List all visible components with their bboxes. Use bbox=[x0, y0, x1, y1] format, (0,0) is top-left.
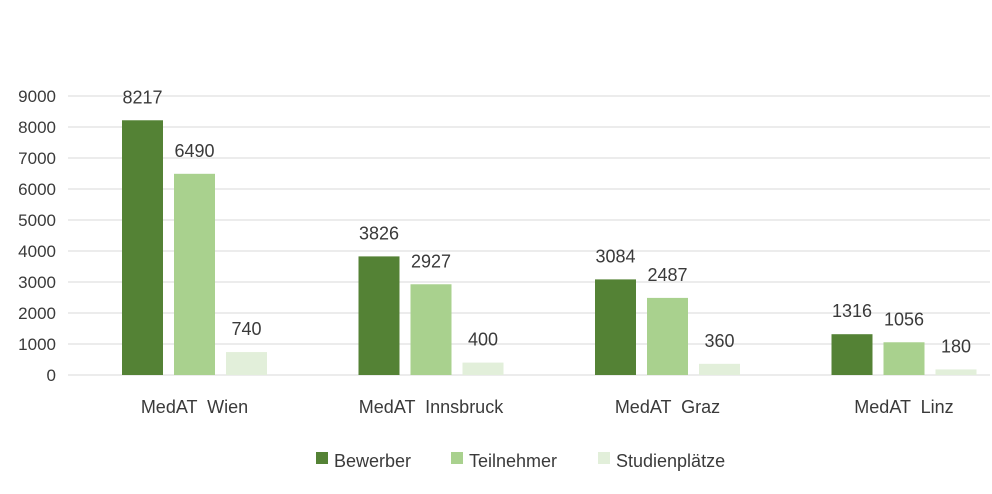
bar-teilnehmer-0 bbox=[174, 173, 215, 375]
data-label: 1056 bbox=[884, 309, 924, 329]
legend: Bewerber Teilnehmer Studienplätze bbox=[316, 451, 725, 471]
data-label: 360 bbox=[704, 331, 734, 351]
y-tick-label: 5000 bbox=[18, 211, 56, 230]
data-label: 400 bbox=[468, 330, 498, 350]
y-tick-label: 0 bbox=[47, 366, 56, 385]
y-tick-label: 4000 bbox=[18, 242, 56, 261]
y-tick-label: 8000 bbox=[18, 118, 56, 137]
bar-studienplätze-2 bbox=[699, 363, 740, 375]
x-axis: MedAT Wien MedAT Innsbruck MedAT Graz MedAT… bbox=[141, 397, 954, 417]
category-label: MedAT Linz bbox=[854, 397, 953, 417]
bar-bewerber-3 bbox=[831, 334, 873, 375]
bars bbox=[122, 120, 977, 375]
data-label: 2927 bbox=[411, 251, 451, 271]
data-label: 2487 bbox=[647, 265, 687, 285]
y-tick-label: 2000 bbox=[18, 304, 56, 323]
bar-teilnehmer-1 bbox=[410, 284, 452, 375]
data-label: 8217 bbox=[122, 87, 162, 107]
legend-swatch-studienplätze bbox=[598, 452, 610, 464]
data-labels: 8217 6490 740 3826 2927 400 3084 2487 360 1316 105… bbox=[122, 87, 971, 356]
bar-bewerber-2 bbox=[595, 279, 636, 375]
legend-swatch-teilnehmer bbox=[451, 452, 463, 464]
data-label: 3084 bbox=[595, 246, 635, 266]
legend-label: Studienplätze bbox=[616, 451, 725, 471]
data-label: 1316 bbox=[832, 301, 872, 321]
y-tick-label: 6000 bbox=[18, 180, 56, 199]
bar-studienplätze-1 bbox=[462, 362, 504, 375]
category-label: MedAT Wien bbox=[141, 397, 248, 417]
legend-label: Teilnehmer bbox=[469, 451, 557, 471]
bar-teilnehmer-3 bbox=[883, 342, 925, 375]
gridlines bbox=[68, 95, 990, 376]
bar-studienplätze-3 bbox=[935, 369, 977, 375]
category-label: MedAT Innsbruck bbox=[359, 397, 504, 417]
bar-teilnehmer-2 bbox=[647, 297, 688, 375]
bar-bewerber-0 bbox=[122, 120, 163, 375]
y-tick-label: 3000 bbox=[18, 273, 56, 292]
legend-swatch-bewerber bbox=[316, 452, 328, 464]
data-label: 180 bbox=[941, 336, 971, 356]
category-label: MedAT Graz bbox=[615, 397, 720, 417]
bar-bewerber-1 bbox=[358, 256, 400, 375]
bar-studienplätze-0 bbox=[226, 352, 267, 375]
y-tick-label: 1000 bbox=[18, 335, 56, 354]
legend-label: Bewerber bbox=[334, 451, 411, 471]
y-axis: 0 1000 2000 3000 4000 5000 6000 7000 8000 9000 bbox=[18, 87, 56, 385]
data-label: 6490 bbox=[174, 141, 214, 161]
data-label: 740 bbox=[231, 319, 261, 339]
y-tick-label: 7000 bbox=[18, 149, 56, 168]
y-tick-label: 9000 bbox=[18, 87, 56, 106]
data-label: 3826 bbox=[359, 223, 399, 243]
